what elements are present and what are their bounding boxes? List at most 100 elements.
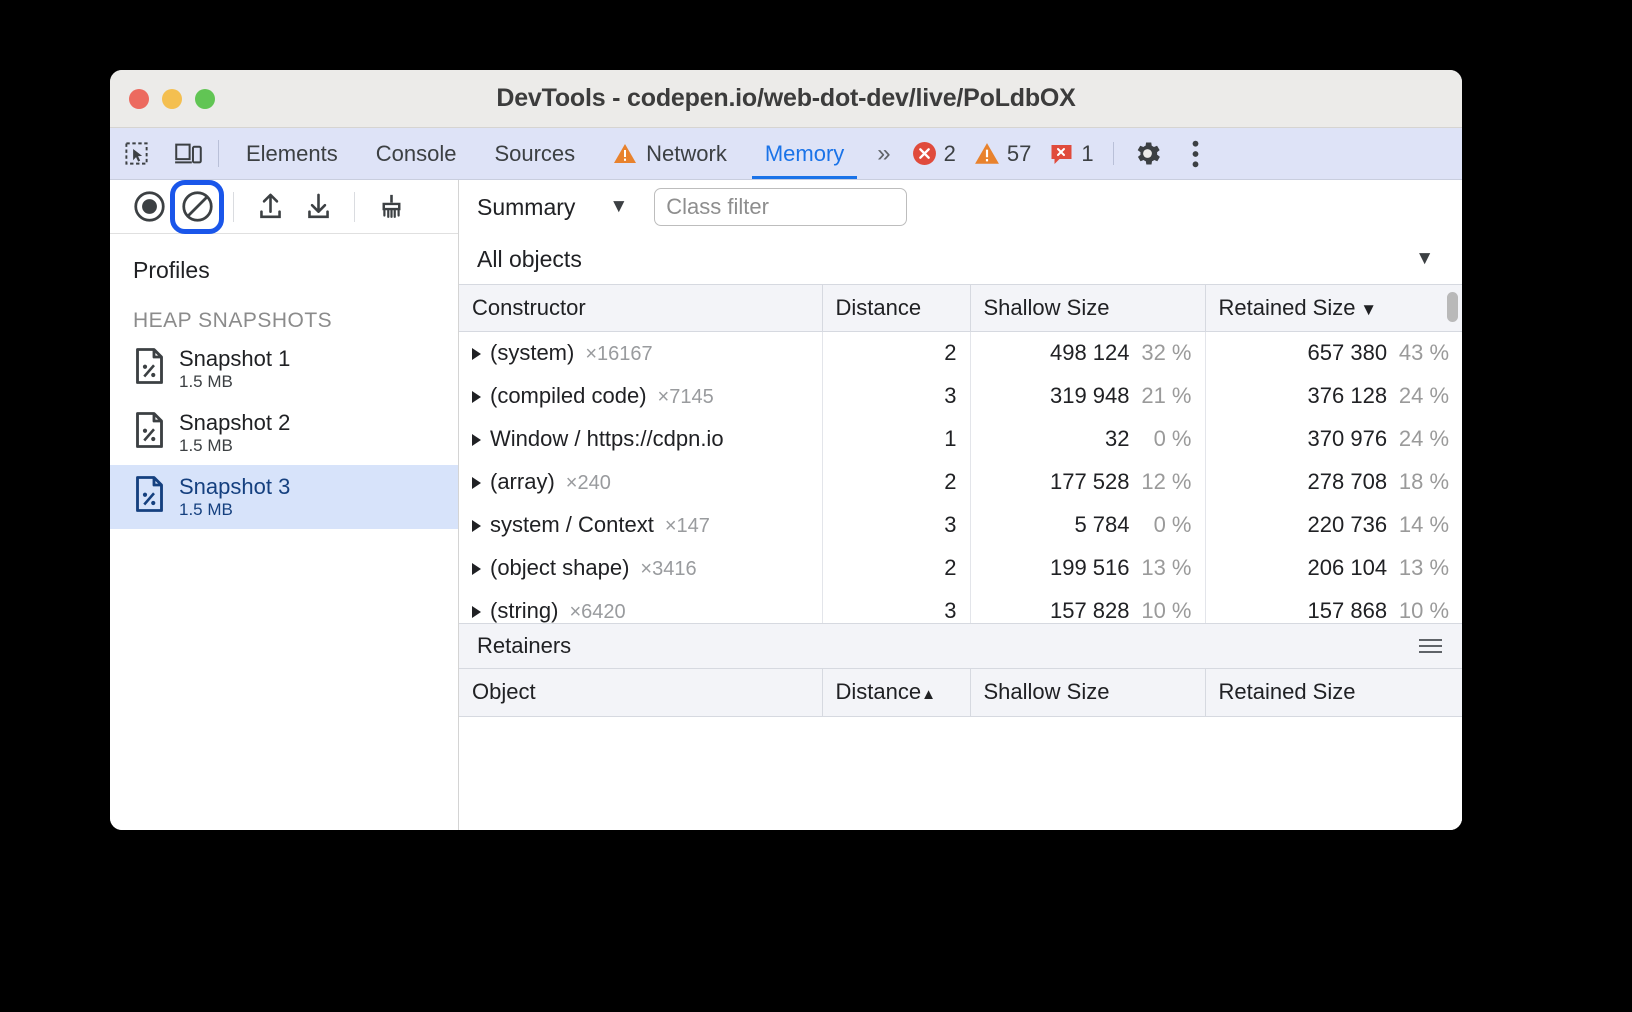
device-toolbar-icon[interactable] <box>162 128 214 179</box>
gear-icon[interactable] <box>1124 128 1172 179</box>
snapshot-item-1[interactable]: Snapshot 1 1.5 MB <box>110 337 458 401</box>
memory-sidebar: Profiles HEAP SNAPSHOTS Snapshot 1 1.5 M… <box>110 179 459 830</box>
retainers-section-header: Retainers <box>459 623 1462 669</box>
cell-retained-size: 657 380 43 % <box>1205 332 1462 375</box>
column-header-object[interactable]: Object <box>459 669 823 717</box>
retainers-table-body <box>459 716 1462 830</box>
chevron-down-icon: ▼ <box>609 196 629 217</box>
snapshot-name: Snapshot 2 <box>179 409 291 435</box>
shallow-size-value: 157 828 <box>1049 598 1130 623</box>
cell-shallow-size: 177 528 12 % <box>970 460 1206 504</box>
snapshot-item-text: Snapshot 2 1.5 MB <box>179 410 290 456</box>
column-header-retainers-shallow-size[interactable]: Shallow Size <box>970 669 1206 717</box>
expand-triangle-icon[interactable] <box>472 477 481 490</box>
tab-elements[interactable]: Elements <box>227 128 357 179</box>
cell-shallow-size: 157 828 10 % <box>970 589 1206 623</box>
cell-distance: 3 <box>822 374 971 418</box>
table-row[interactable]: Window / https://cdpn.io 1 32 0 % 370 976… <box>459 417 1462 461</box>
retained-size-pct: 14 % <box>1398 512 1450 537</box>
hamburger-menu-icon[interactable] <box>1419 639 1443 653</box>
retained-size-value: 278 708 <box>1307 469 1388 494</box>
retainers-table-header-row: Object Distance Shallow Size Retained Si… <box>459 669 1462 717</box>
retained-size-pct: 13 % <box>1398 555 1450 580</box>
tab-elements-label: Elements <box>246 140 338 166</box>
retained-size-value: 657 380 <box>1307 340 1388 366</box>
column-header-retainers-retained-size[interactable]: Retained Size <box>1205 669 1462 717</box>
load-profile-button[interactable] <box>247 184 293 230</box>
cell-retained-size: 278 708 18 % <box>1205 461 1462 504</box>
constructor-table-area: Constructor Distance Shallow Size Retain… <box>459 284 1462 623</box>
tab-console[interactable]: Console <box>357 128 476 179</box>
expand-triangle-icon[interactable] <box>472 434 481 447</box>
tab-network[interactable]: Network <box>594 128 746 179</box>
constructor-table-body: (system) ×16167 2 498 124 32 % 657 380 43 %… <box>459 331 1462 623</box>
scope-dropdown[interactable]: All objects ▼ <box>459 234 1462 284</box>
table-row[interactable]: system / Context ×147 3 5 784 0 % 220 736 1… <box>459 503 1462 547</box>
save-profile-button[interactable] <box>295 184 341 230</box>
column-header-distance[interactable]: Distance <box>822 284 971 332</box>
shallow-size-pct: 32 % <box>1141 340 1192 366</box>
toolbar-divider-1 <box>233 191 234 222</box>
snapshot-item-text: Snapshot 1 1.5 MB <box>179 346 290 392</box>
shallow-size-value: 177 528 <box>1049 469 1130 494</box>
warning-triangle-icon <box>974 142 1000 166</box>
expand-triangle-icon[interactable] <box>472 391 481 404</box>
shallow-size-pct: 13 % <box>1141 555 1192 580</box>
table-row[interactable]: (array) ×240 2 177 528 12 % 278 708 18 % <box>459 460 1462 504</box>
devtools-body: Profiles HEAP SNAPSHOTS Snapshot 1 1.5 M… <box>110 179 1462 830</box>
error-counter[interactable]: 2 <box>903 128 965 179</box>
class-filter-input[interactable] <box>654 188 908 226</box>
snapshot-item-3[interactable]: Snapshot 3 1.5 MB <box>110 464 458 529</box>
view-mode-dropdown[interactable]: Summary ▼ <box>477 194 628 221</box>
collect-garbage-button[interactable] <box>368 184 414 230</box>
memory-main-panel: Summary ▼ All objects ▼ Constructor <box>459 180 1462 830</box>
expand-triangle-icon[interactable] <box>472 563 481 576</box>
column-header-shallow-size[interactable]: Shallow Size <box>970 284 1206 332</box>
expand-triangle-icon[interactable] <box>472 348 481 361</box>
constructor-name: (system) <box>490 340 575 366</box>
snapshot-item-2[interactable]: Snapshot 2 1.5 MB <box>110 401 458 465</box>
retained-size-pct: 24 % <box>1398 426 1450 451</box>
close-window-button[interactable] <box>129 88 149 109</box>
column-header-retained-size[interactable]: Retained Size <box>1205 284 1462 332</box>
expand-triangle-icon[interactable] <box>472 606 481 619</box>
cell-distance: 3 <box>822 503 971 547</box>
cell-retained-size: 206 104 13 % <box>1205 547 1462 590</box>
tab-memory[interactable]: Memory <box>746 128 863 179</box>
inspect-element-icon[interactable] <box>110 128 162 179</box>
shallow-size-pct: 21 % <box>1141 383 1192 408</box>
minimize-window-button[interactable] <box>162 88 182 109</box>
table-vertical-scrollbar[interactable] <box>1447 292 1459 322</box>
expand-triangle-icon[interactable] <box>472 520 481 533</box>
warning-counter[interactable]: 57 <box>965 128 1040 179</box>
issues-counter[interactable]: 1 <box>1040 128 1102 179</box>
constructor-table-header-row: Constructor Distance Shallow Size Retain… <box>459 284 1462 332</box>
cell-constructor: (compiled code) ×7145 <box>459 374 823 418</box>
stop-clear-button[interactable] <box>170 179 224 234</box>
cell-constructor: (array) ×240 <box>459 460 823 504</box>
snapshot-size: 1.5 MB <box>179 499 233 519</box>
shallow-size-pct: 0 % <box>1153 426 1192 451</box>
snapshot-size: 1.5 MB <box>179 372 233 392</box>
table-row[interactable]: (compiled code) ×7145 3 319 948 21 % 376 1… <box>459 374 1462 418</box>
instance-count: ×6420 <box>569 601 626 623</box>
shallow-size-value: 498 124 <box>1049 340 1130 366</box>
table-row[interactable]: (system) ×16167 2 498 124 32 % 657 380 43 % <box>459 331 1462 375</box>
constructor-name: (compiled code) <box>490 383 647 408</box>
retained-size-value: 220 736 <box>1307 512 1388 537</box>
more-tabs-icon[interactable]: » <box>877 139 890 167</box>
column-header-constructor[interactable]: Constructor <box>459 284 823 332</box>
tab-sources[interactable]: Sources <box>475 128 594 179</box>
table-row[interactable]: (object shape) ×3416 2 199 516 13 % 206 10… <box>459 546 1462 590</box>
snapshot-item-text: Snapshot 3 1.5 MB <box>179 474 290 520</box>
retainers-title: Retainers <box>477 633 572 658</box>
traffic-light-controls <box>110 88 215 109</box>
constructor-name: Window / https://cdpn.io <box>490 426 724 451</box>
cell-retained-size: 220 736 14 % <box>1205 504 1462 547</box>
table-row[interactable]: (string) ×6420 3 157 828 10 % 157 868 10 % <box>459 589 1462 623</box>
column-header-retainers-distance[interactable]: Distance <box>822 669 971 717</box>
three-dot-menu-icon[interactable] <box>1172 128 1220 179</box>
view-mode-label: Summary <box>477 193 576 220</box>
maximize-window-button[interactable] <box>195 88 215 109</box>
record-heap-button[interactable] <box>126 184 172 230</box>
